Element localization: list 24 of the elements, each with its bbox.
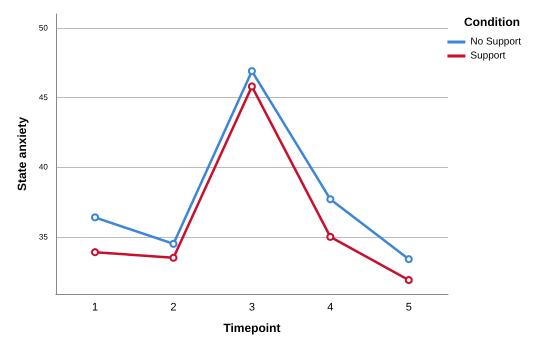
point [248,67,256,76]
y-tick-label: 45 [38,93,48,102]
x-tick-label: 2 [170,302,177,314]
x-tick-label: 1 [92,302,98,314]
point [91,248,100,256]
x-tick-label: 3 [248,302,255,314]
point [404,276,413,284]
y-tick-label: 50 [38,23,48,32]
legend-title: Condition [464,15,520,29]
point [91,213,100,222]
y-tick-label: 40 [38,162,48,172]
point [169,254,178,262]
point [169,240,178,248]
point [326,195,334,204]
legend-label: No Support [470,36,522,48]
y-tick-label: 35 [38,232,48,242]
x-axis-title: Timepoint [223,321,280,335]
y-axis-title: State anxiety [15,116,29,192]
point [404,255,413,264]
point [326,232,334,241]
point [248,82,256,90]
x-tick-label: 5 [406,302,412,314]
x-tick-label: 4 [327,302,334,314]
legend-label: Support [470,50,506,62]
